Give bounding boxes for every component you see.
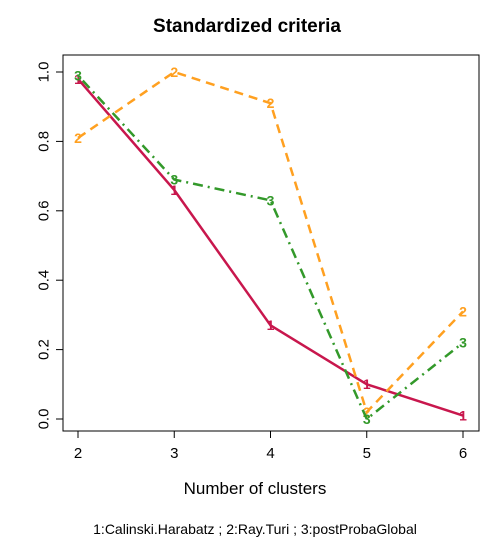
- series-3-point-4: 3: [459, 335, 467, 351]
- series-1-point-4: 1: [459, 407, 467, 423]
- series-2-point-4: 2: [459, 303, 467, 319]
- series-3-point-0: 3: [74, 67, 82, 83]
- x-axis-label: Number of clusters: [184, 479, 327, 498]
- y-tick-label-0: 0.0: [35, 409, 52, 430]
- x-tick-label-0: 2: [74, 445, 82, 462]
- x-tick-label-1: 3: [170, 445, 178, 462]
- legend-text: 1:Calinski.Harabatz ; 2:Ray.Turi ; 3:pos…: [93, 521, 417, 537]
- series-2-point-2: 2: [267, 95, 275, 111]
- x-tick-label-3: 5: [363, 445, 371, 462]
- series-2-point-0: 2: [74, 130, 82, 146]
- series-line-3: [77, 74, 464, 421]
- series-1-point-0: 1: [74, 71, 82, 87]
- y-tick-label-1: 0.2: [35, 339, 52, 360]
- series-line-1: [77, 78, 464, 417]
- series-3-point-3: 3: [363, 411, 371, 427]
- series-2-point-1: 2: [170, 64, 178, 80]
- series-1-point-1: 1: [170, 182, 178, 198]
- y-tick-label-4: 0.8: [35, 131, 52, 152]
- x-tick-label-4: 6: [459, 445, 467, 462]
- y-tick-label-5: 1.0: [35, 62, 52, 83]
- y-axis: 0.0 0.2 0.4 0.6 0.8 1.0: [35, 62, 64, 430]
- series-1-point-2: 1: [267, 317, 275, 333]
- series-2-point-3: 2: [363, 404, 371, 420]
- plot-frame: [62, 54, 480, 432]
- y-tick-label-3: 0.6: [35, 200, 52, 221]
- series-1-point-3: 1: [363, 376, 371, 392]
- series-3-point-1: 3: [170, 171, 178, 187]
- x-axis: 2 3 4 5 6: [74, 430, 467, 462]
- x-tick-label-2: 4: [266, 445, 274, 462]
- series-line-2: [77, 70, 464, 414]
- series-3-point-2: 3: [267, 192, 275, 208]
- chart-title: Standardized criteria: [153, 16, 341, 37]
- y-tick-label-2: 0.4: [35, 270, 52, 291]
